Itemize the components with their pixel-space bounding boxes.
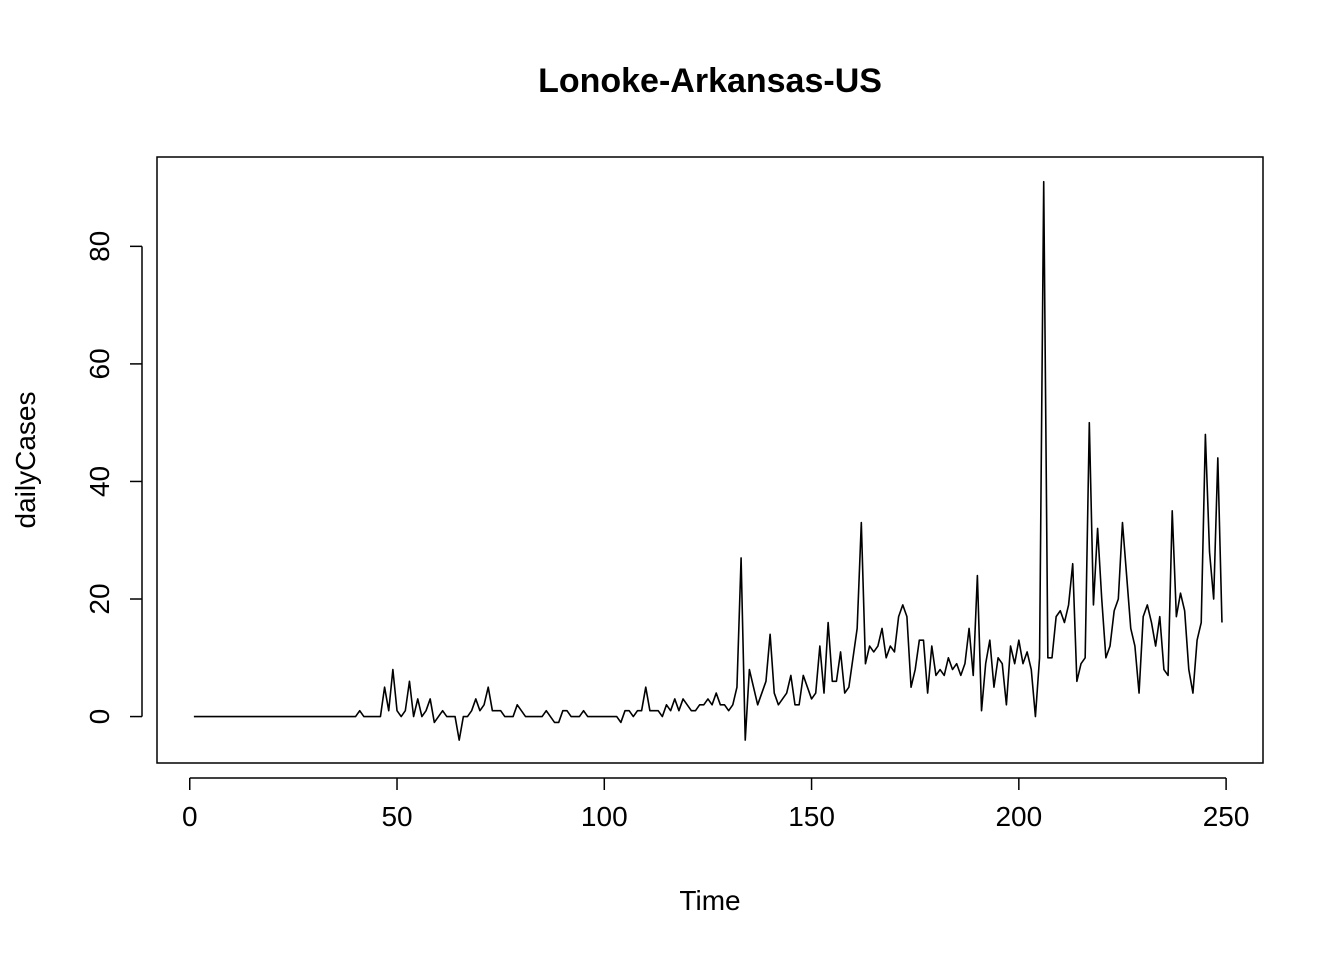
y-axis-label: dailyCases xyxy=(10,392,41,529)
x-tick-label: 0 xyxy=(182,801,198,832)
series-line-daily-cases xyxy=(193,180,1223,741)
y-axis: 0 20 40 60 80 xyxy=(84,231,143,725)
x-tick-label: 250 xyxy=(1203,801,1250,832)
plot-frame xyxy=(156,156,1264,764)
y-tick-label: 60 xyxy=(84,348,115,379)
chart-title: Lonoke-Arkansas-US xyxy=(538,62,882,100)
x-axis-label: Time xyxy=(679,885,740,916)
y-tick-label: 20 xyxy=(84,583,115,614)
x-tick-label: 150 xyxy=(788,801,835,832)
y-tick-label: 80 xyxy=(84,231,115,262)
y-tick-label: 40 xyxy=(84,466,115,497)
x-tick-label: 200 xyxy=(995,801,1042,832)
y-tick-label: 0 xyxy=(84,709,115,725)
x-tick-label: 100 xyxy=(581,801,628,832)
x-axis: 0 50 100 150 200 250 xyxy=(182,777,1250,832)
x-tick-label: 50 xyxy=(381,801,412,832)
